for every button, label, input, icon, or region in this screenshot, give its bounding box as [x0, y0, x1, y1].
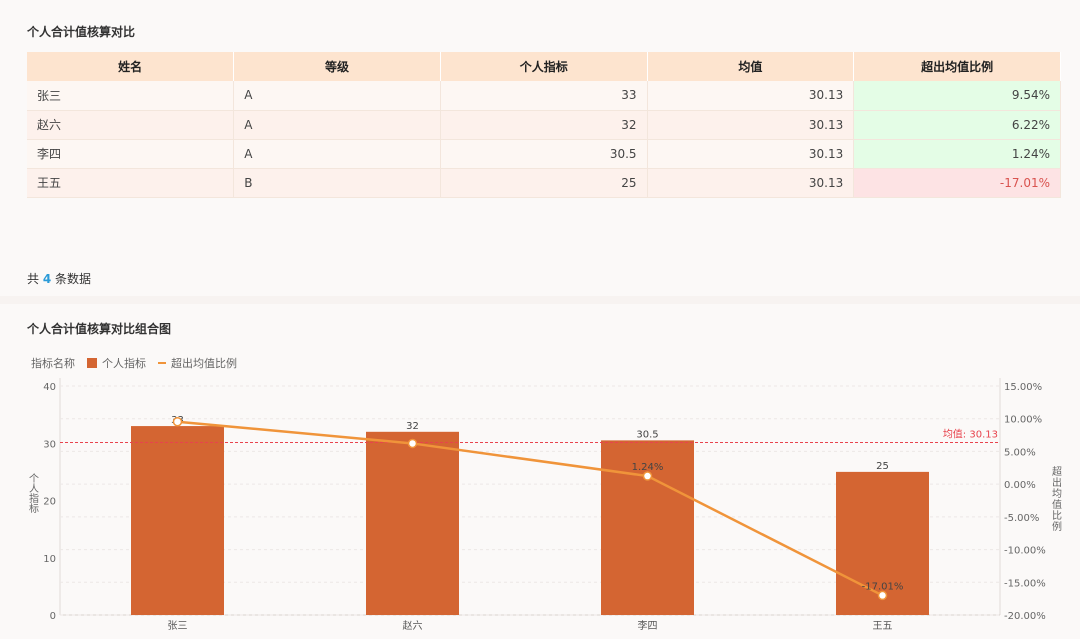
x-tick-label: 张三 [168, 620, 188, 632]
line-swatch-icon [158, 362, 166, 364]
table-panel: 个人合计值核算对比 姓名 等级 个人指标 均值 超出均值比例 张三 A 33 3… [0, 0, 1080, 296]
cell-grade: B [233, 168, 441, 198]
legend-title: 指标名称 [31, 357, 75, 370]
cell-name: 赵六 [27, 110, 235, 140]
cell-mean: 30.13 [647, 139, 855, 169]
cell-mean: 30.13 [647, 168, 855, 198]
y-tick-label-left: 0 [50, 611, 56, 622]
record-count-suffix: 条数据 [55, 272, 92, 286]
bar-value-label: 25 [876, 461, 889, 472]
y-axis-title-right: 出 [1052, 476, 1062, 489]
y-axis-title-right: 比 [1052, 510, 1062, 522]
ratio-line [177, 420, 884, 597]
cell-value: 32 [440, 110, 648, 140]
y-tick-label-left: 30 [43, 439, 56, 450]
record-count: 共 4 条数据 [27, 270, 91, 287]
ratio-point [407, 438, 418, 449]
chart-title: 个人合计值核算对比组合图 [27, 322, 172, 336]
record-count-value: 4 [42, 272, 52, 286]
ratio-point [877, 590, 888, 601]
ratio-value-label: 1.24% [632, 462, 664, 473]
cell-ratio: 6.22% [853, 110, 1061, 140]
cell-ratio: 9.54% [853, 81, 1061, 111]
bar [131, 426, 224, 615]
column-header-ratio[interactable]: 超出均值比例 [853, 52, 1061, 81]
ratio-point [172, 416, 183, 427]
record-count-prefix: 共 [27, 272, 40, 286]
y-axis-title-right: 值 [1052, 498, 1062, 511]
y-axis-title-right: 均 [1052, 488, 1062, 500]
table-row[interactable]: 张三 A 33 30.13 9.54% [27, 81, 1061, 111]
y-tick-label-right: -20.00% [1004, 611, 1046, 622]
y-axis-title-left: 标 [29, 503, 39, 515]
ratio-point [642, 471, 653, 481]
cell-grade: A [233, 81, 441, 111]
table-row[interactable]: 李四 A 30.5 30.13 1.24% [27, 139, 1061, 169]
bar-swatch-icon [87, 358, 97, 368]
y-tick-label-right: 5.00% [1004, 447, 1036, 458]
cell-mean: 30.13 [647, 110, 855, 140]
y-tick-label-left: 20 [43, 497, 56, 508]
ratio-value-label: -17.01% [862, 581, 904, 592]
x-tick-label: 赵六 [403, 619, 423, 632]
legend-item-bar[interactable]: 个人指标 [102, 357, 146, 370]
y-tick-label-right: -10.00% [1004, 546, 1046, 557]
cell-mean: 30.13 [647, 81, 855, 111]
cell-name: 李四 [27, 139, 235, 169]
y-axis-title-left: 指 [29, 492, 39, 505]
bar [601, 440, 694, 615]
y-tick-label-right: 0.00% [1004, 480, 1036, 491]
y-axis-title-left: 人 [29, 483, 39, 495]
chart-legend: 指标名称 个人指标 超出均值比例 [31, 355, 237, 371]
table-row[interactable]: 赵六 A 32 30.13 6.22% [27, 110, 1061, 140]
mean-reference-label: 均值: 30.13 [943, 428, 998, 441]
y-tick-label-right: 10.00% [1004, 415, 1042, 426]
cell-name: 王五 [27, 168, 235, 198]
cell-name: 张三 [27, 81, 235, 111]
bar [366, 431, 459, 615]
legend-item-line[interactable]: 超出均值比例 [171, 357, 237, 370]
cell-ratio: -17.01% [853, 168, 1061, 198]
combo-chart: 15.00% 10.00% 5.00% 0.00% -5.00% -10.00% -15.0… [29, 378, 1062, 632]
column-header-value[interactable]: 个人指标 [440, 52, 648, 81]
cell-value: 30.5 [440, 139, 648, 169]
y-tick-label-right: -5.00% [1004, 513, 1039, 524]
table-title: 个人合计值核算对比 [27, 25, 136, 39]
cell-value: 25 [440, 168, 648, 198]
y-tick-label-right: 15.00% [1004, 382, 1042, 393]
y-tick-label-right: -15.00% [1004, 578, 1046, 589]
table-row[interactable]: 王五 B 25 30.13 -17.01% [27, 168, 1061, 198]
cell-value: 33 [440, 81, 648, 111]
x-tick-label: 王五 [873, 621, 893, 632]
y-tick-label-left: 10 [43, 554, 56, 565]
column-header-name[interactable]: 姓名 [27, 52, 235, 81]
table-header-row: 姓名 等级 个人指标 均值 超出均值比例 [27, 52, 1061, 81]
x-tick-label: 李四 [638, 619, 658, 632]
y-axis-title-right: 例 [1052, 520, 1062, 533]
cell-grade: A [233, 110, 441, 140]
bar-value-label: 30.5 [636, 429, 658, 440]
column-header-grade[interactable]: 等级 [233, 52, 441, 81]
y-tick-label-left: 40 [43, 382, 56, 393]
comparison-table: 姓名 等级 个人指标 均值 超出均值比例 张三 A 33 30.13 9.54%… [27, 52, 1061, 198]
y-axis-title-right: 超 [1052, 465, 1062, 478]
column-header-mean[interactable]: 均值 [647, 52, 855, 81]
bar-value-label: 32 [406, 421, 419, 432]
cell-grade: A [233, 139, 441, 169]
y-axis-title-left: 个 [29, 473, 39, 485]
cell-ratio: 1.24% [853, 139, 1061, 169]
